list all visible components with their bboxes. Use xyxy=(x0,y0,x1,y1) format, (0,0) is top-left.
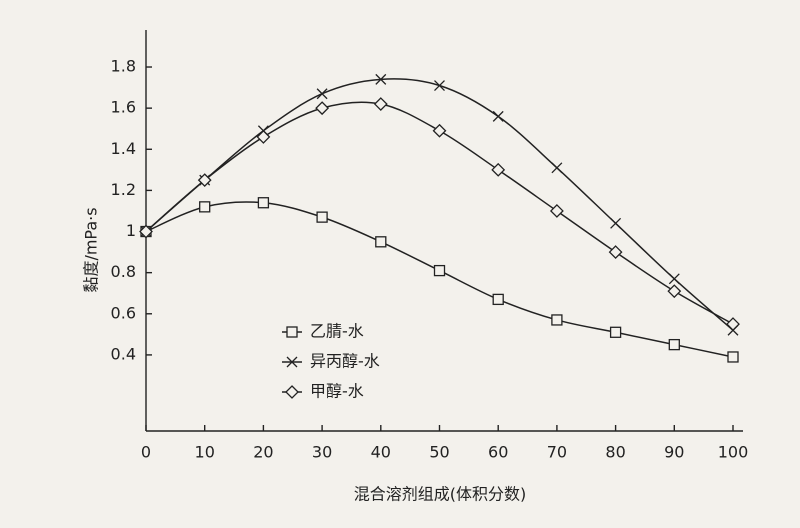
x-tick-label: 50 xyxy=(429,443,449,462)
y-tick-label: 1.8 xyxy=(111,57,136,76)
marker xyxy=(726,317,740,331)
legend-label: 异丙醇-水 xyxy=(310,352,380,371)
marker xyxy=(257,197,270,209)
marker xyxy=(286,326,298,338)
y-tick-label: 1 xyxy=(126,221,136,240)
series-line xyxy=(145,201,734,358)
x-tick-label: 60 xyxy=(488,443,508,462)
marker xyxy=(139,224,153,239)
marker xyxy=(551,314,563,326)
x-tick-label: 30 xyxy=(312,443,332,462)
y-tick-label: 0.8 xyxy=(111,262,136,281)
marker xyxy=(609,326,622,338)
marker xyxy=(256,130,271,144)
x-tick-label: 40 xyxy=(371,443,391,462)
y-axis-label: 黏度/mPa·s xyxy=(82,207,101,292)
marker xyxy=(373,97,388,111)
x-tick-label: 90 xyxy=(664,443,684,462)
y-tick-label: 1.4 xyxy=(111,139,136,158)
x-tick-label: 70 xyxy=(547,443,567,462)
marker xyxy=(434,80,445,91)
marker xyxy=(608,245,623,260)
x-tick-label: 10 xyxy=(195,443,215,462)
x-tick-label: 80 xyxy=(605,443,625,462)
x-axis-label: 混合溶剂组成(体积分数) xyxy=(354,485,527,504)
marker xyxy=(375,236,387,248)
y-tick-label: 0.6 xyxy=(111,303,136,322)
series-line xyxy=(145,78,734,331)
marker xyxy=(433,264,446,277)
marker xyxy=(610,217,622,229)
marker xyxy=(432,123,447,138)
marker xyxy=(199,201,211,213)
marker xyxy=(668,338,680,351)
marker xyxy=(668,273,680,285)
marker xyxy=(197,173,212,188)
y-tick-label: 1.2 xyxy=(111,180,136,199)
marker xyxy=(285,385,299,399)
marker xyxy=(551,162,563,174)
legend-label: 乙腈-水 xyxy=(310,322,364,341)
marker xyxy=(667,284,682,299)
marker xyxy=(549,204,564,218)
marker xyxy=(491,162,506,177)
marker xyxy=(375,73,387,85)
marker xyxy=(492,293,504,306)
x-tick-label: 20 xyxy=(253,443,273,462)
legend-label: 甲醇-水 xyxy=(310,382,364,401)
x-tick-label: 100 xyxy=(718,443,749,462)
marker xyxy=(286,356,298,368)
marker xyxy=(316,211,328,223)
x-tick-label: 0 xyxy=(141,443,151,462)
y-tick-label: 1.6 xyxy=(111,98,136,117)
marker xyxy=(492,110,504,122)
y-tick-label: 0.4 xyxy=(111,344,136,363)
marker xyxy=(316,88,328,100)
marker xyxy=(727,351,739,363)
marker xyxy=(315,101,330,116)
